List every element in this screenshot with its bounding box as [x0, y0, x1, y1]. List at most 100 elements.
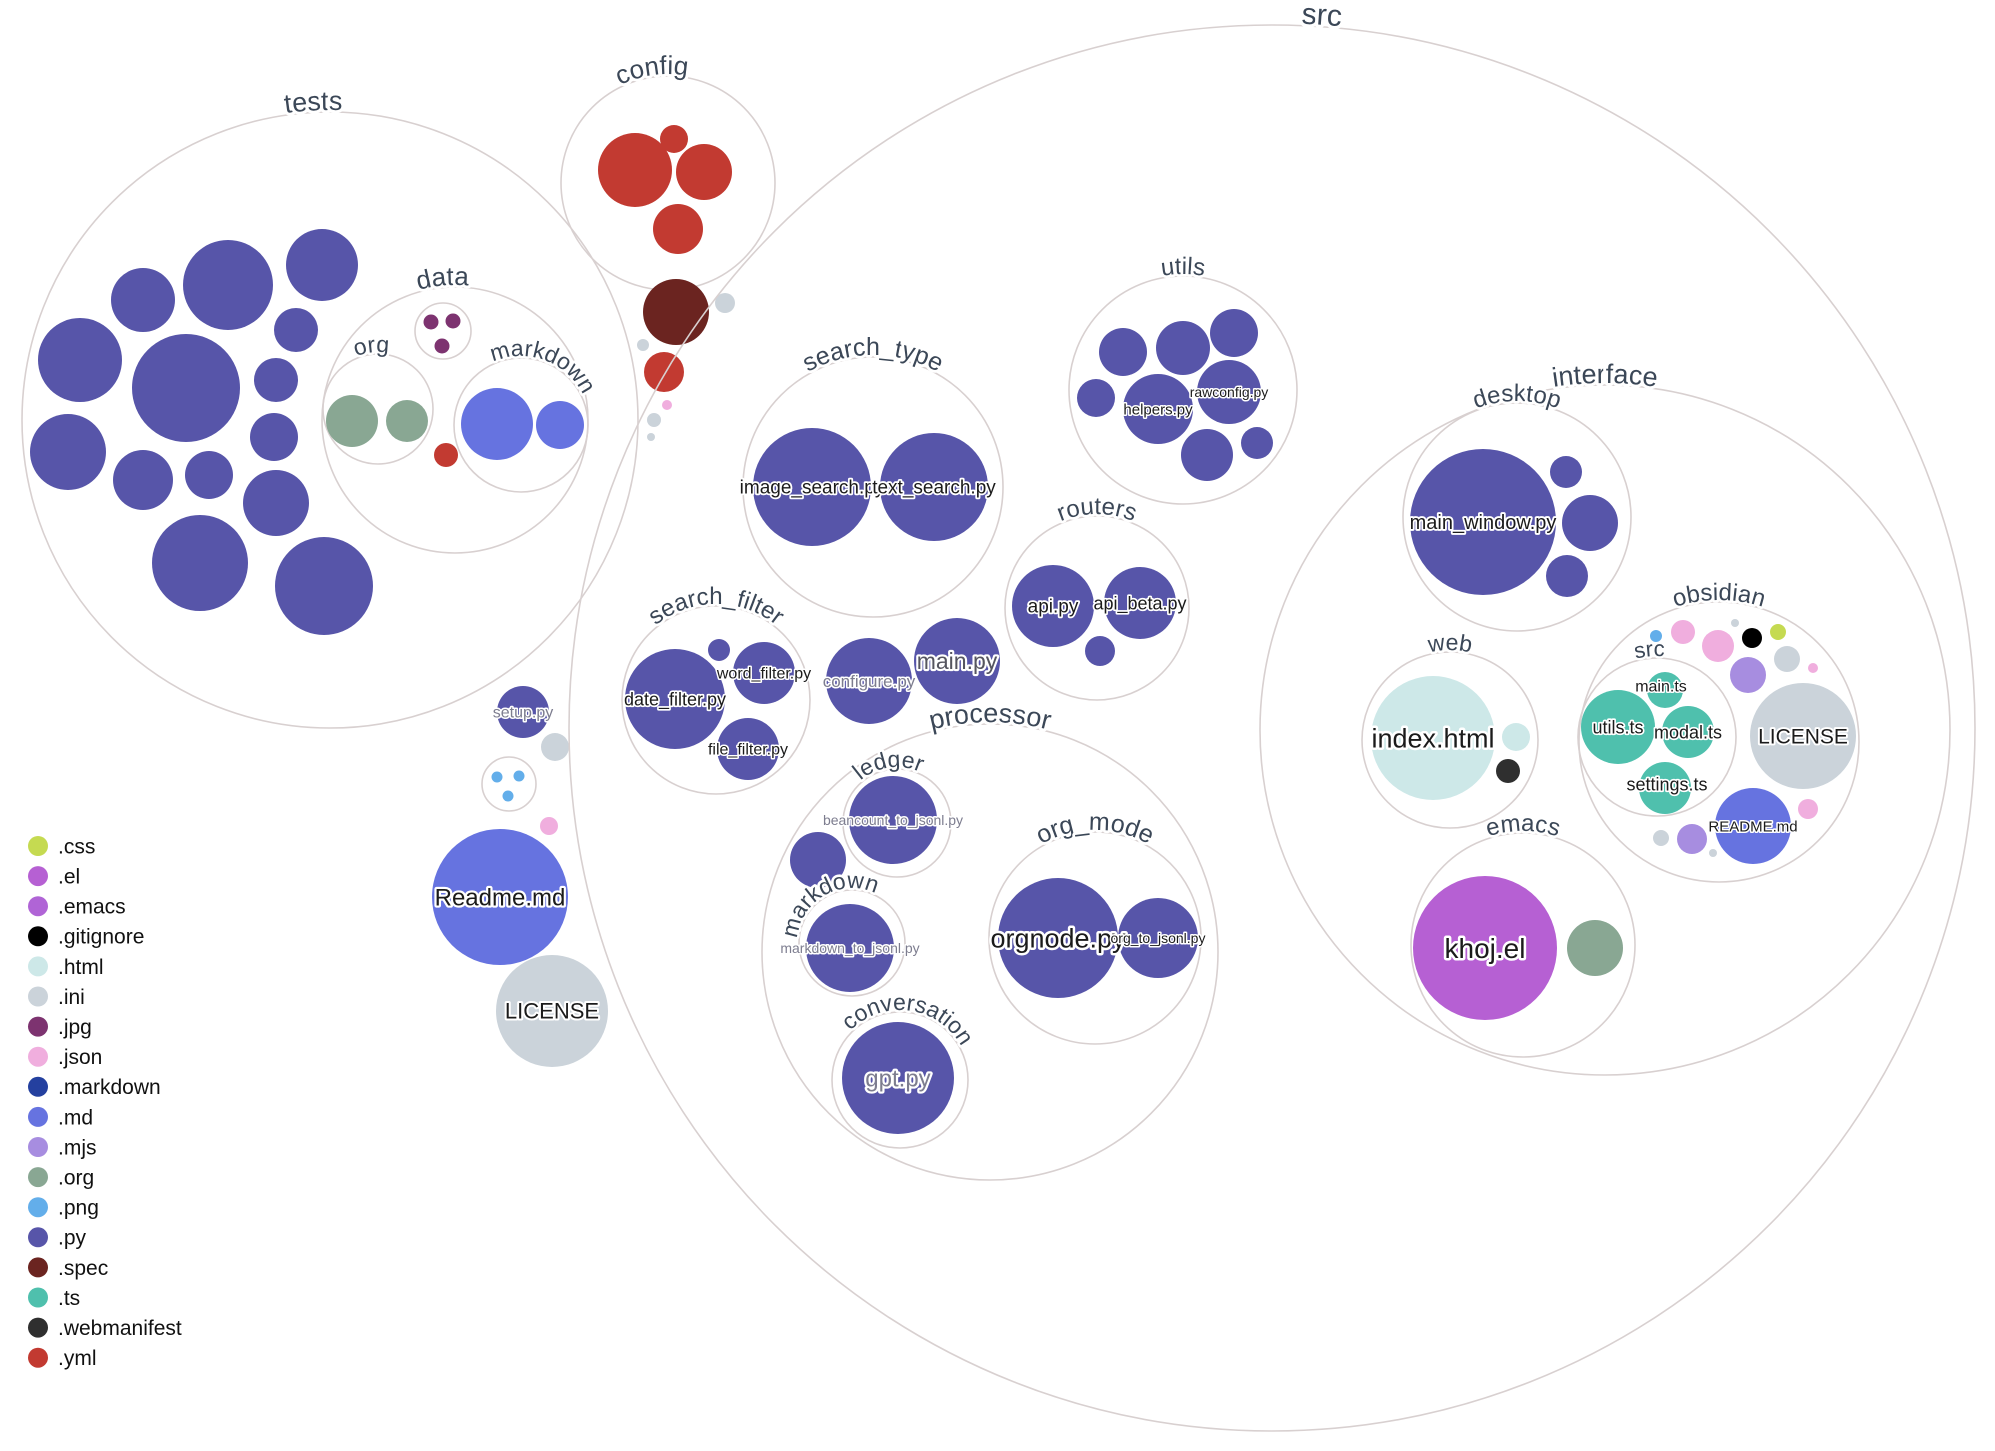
file-circle-ini — [647, 433, 655, 441]
legend-swatch-el — [28, 866, 48, 887]
legend-label-webmanifest: .webmanifest — [58, 1317, 182, 1340]
folder-label-search-type: search_type — [798, 333, 948, 377]
legend-item-el: .el — [28, 865, 80, 888]
folder-circle-emacs — [1410, 832, 1636, 1058]
file-circle-ini — [715, 293, 735, 313]
legend-item-spec: .spec — [28, 1257, 108, 1280]
legend-label-json: .json — [58, 1046, 102, 1069]
file-circle-py — [1085, 636, 1115, 666]
file-circle-main.py — [914, 618, 1000, 704]
file-circle-image_search.py — [753, 428, 871, 546]
file-circle-configure.py — [826, 638, 912, 724]
legend-label-emacs: .emacs — [58, 896, 126, 919]
file-label-main-window-py: main_window.py — [1410, 512, 1557, 534]
file-circle-ini — [1774, 646, 1800, 672]
folder-label-routers: routers — [1053, 493, 1140, 527]
file-circle-spec — [643, 279, 709, 345]
file-circle-org — [1567, 920, 1623, 976]
legend-swatch-webmanifest — [28, 1317, 48, 1338]
file-circle-py — [1210, 309, 1258, 357]
file-circle-api.py — [1012, 565, 1094, 647]
file-circle-yml — [676, 144, 732, 200]
folder-circle-markdown — [798, 889, 906, 997]
file-circle-gitignore — [1742, 628, 1762, 648]
file-circle-LICENSE — [496, 955, 608, 1067]
legend-item-yml: .yml — [28, 1347, 97, 1370]
file-circle-py — [274, 308, 318, 352]
file-circle-jpg — [423, 314, 439, 330]
legend: .css .el .emacs .gitignore .html .ini .jpg .jso… — [28, 835, 182, 1370]
legend-swatch-json — [28, 1046, 48, 1067]
file-circle-py — [1241, 427, 1273, 459]
folder-circle-ledger — [842, 768, 952, 878]
folder-label-config: config — [610, 50, 690, 91]
legend-item-md: .md — [28, 1106, 93, 1129]
folder-circle-src — [1577, 657, 1737, 817]
file-circle-png — [502, 790, 514, 802]
folder-circle-processor — [761, 723, 1219, 1181]
file-circle-py — [1181, 429, 1233, 481]
file-label-org-to-jsonl-py: org_to_jsonl.py — [1111, 930, 1206, 946]
legend-swatch-emacs — [28, 896, 48, 917]
file-circle-py — [790, 832, 846, 888]
folder-label-markdown: markdown — [487, 335, 602, 398]
file-label-main-ts: main.ts — [1635, 679, 1687, 696]
file-circle-py — [1546, 555, 1588, 597]
folder-label-emacs: emacs — [1483, 810, 1563, 842]
file-circle-mjs — [1677, 824, 1707, 854]
file-circle-word_filter.py — [733, 642, 795, 704]
file-circle-index.html — [1371, 676, 1495, 800]
legend-label-yml: .yml — [58, 1347, 97, 1370]
file-circle-webmanifest — [1496, 759, 1520, 783]
legend-label-gitignore: .gitignore — [58, 926, 144, 949]
folder-circle-search_filter — [621, 605, 811, 795]
legend-swatch-png — [28, 1197, 48, 1218]
file-circle-json — [540, 817, 558, 835]
file-circle-png — [491, 771, 503, 783]
legend-swatch-markdown — [28, 1076, 48, 1097]
folder-circle-tests — [21, 111, 639, 729]
legend-item-ini: .ini — [28, 986, 85, 1009]
file-label-api-beta-py: api_beta.py — [1093, 593, 1186, 614]
file-circle-py — [275, 537, 373, 635]
file-label-helpers-py: helpers.py — [1123, 401, 1193, 418]
folder-circle-markdown — [453, 357, 589, 493]
legend-item-png: .png — [28, 1197, 99, 1220]
file-circle-yml — [653, 204, 703, 254]
folder-label-utils: utils — [1159, 253, 1207, 282]
folder-circle-org — [322, 353, 434, 465]
legend-label-spec: .spec — [58, 1257, 108, 1280]
folder-circle-web — [1361, 651, 1539, 829]
folder-label-interface: interface — [1550, 359, 1659, 393]
file-circle-modal.ts — [1662, 706, 1714, 758]
folder-circle-src — [568, 24, 1976, 1432]
file-label-rawconfig-py: rawconfig.py — [1190, 384, 1269, 400]
file-circle-py — [250, 413, 298, 461]
legend-swatch-ini — [28, 986, 48, 1007]
legend-item-org: .org — [28, 1166, 94, 1189]
file-circle-file_filter.py — [717, 718, 779, 780]
file-circle-ini — [1709, 849, 1717, 857]
file-circle-org_to_jsonl.py — [1118, 898, 1198, 978]
folder-circle-desktop — [1402, 402, 1632, 632]
legend-label-markdown: .markdown — [58, 1076, 161, 1099]
file-circle-html — [1502, 723, 1530, 751]
folder-circle-org_mode — [988, 831, 1202, 1045]
file-label-khoj-el: khoj.el — [1445, 933, 1526, 964]
file-circle-khoj.el — [1413, 876, 1557, 1020]
file-circle-py — [185, 451, 233, 499]
file-label-license: LICENSE — [1758, 725, 1848, 748]
folder-label-tests: tests — [282, 86, 342, 119]
file-circle-py — [1550, 456, 1582, 488]
legend-label-png: .png — [58, 1197, 99, 1220]
file-circle-LICENSE — [1750, 683, 1856, 789]
file-circle-markdown_to_jsonl.py — [806, 904, 894, 992]
legend-item-mjs: .mjs — [28, 1136, 97, 1159]
folder-label-data: data — [413, 261, 470, 296]
legend-swatch-mjs — [28, 1137, 48, 1157]
legend-swatch-ts — [28, 1287, 48, 1308]
legend-item-html: .html — [28, 956, 104, 979]
folder-label-org-mode: org_mode — [1031, 808, 1158, 850]
file-circle-py — [152, 515, 248, 611]
